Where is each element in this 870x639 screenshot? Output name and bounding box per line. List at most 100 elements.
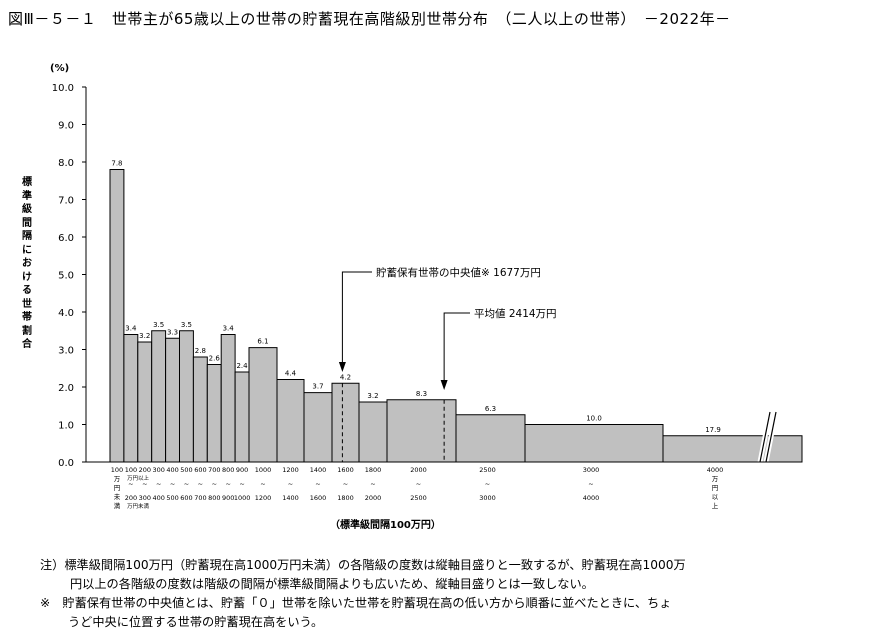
x-tick-bot-5: 600 bbox=[180, 494, 192, 502]
x-tick-top-5: 500 bbox=[180, 466, 192, 474]
x-tick-bot-17: 4000 bbox=[583, 494, 600, 502]
bar-0 bbox=[109, 169, 125, 463]
note-line-3: ※ 貯蓄保有世帯の中央値とは、貯蓄「０」世帯を除いた世帯を貯蓄現在高の低い方から… bbox=[40, 596, 672, 610]
x-tick-mid-11: ~ bbox=[288, 480, 293, 488]
y-tick-label-10: 10.0 bbox=[52, 83, 74, 94]
y-axis-unit: (%) bbox=[50, 63, 70, 74]
x-tick-char-0-1: 円 bbox=[114, 484, 121, 492]
x-tick-mid-14: ~ bbox=[370, 480, 375, 488]
chart-title: 図Ⅲ－５－１ 世帯主が65歳以上の世帯の貯蓄現在高階級別世帯分布 （二人以上の世… bbox=[8, 10, 731, 28]
bar-value-label-3: 3.5 bbox=[153, 321, 164, 329]
bar-10 bbox=[248, 347, 278, 463]
note-line-2: 円以上の各階級の度数は階級の間隔が標準級間隔よりも広いため、縦軸目盛りとは一致し… bbox=[70, 577, 594, 591]
bar-value-label-1: 3.4 bbox=[125, 325, 137, 333]
x-tick-bot-14: 2000 bbox=[365, 494, 382, 502]
y-axis-label: 標準級間隔における世帯割合 bbox=[22, 177, 32, 350]
y-tick-label-5: 5.0 bbox=[58, 271, 74, 282]
bar-16 bbox=[455, 414, 526, 463]
x-tick-top-7: 700 bbox=[208, 466, 220, 474]
y-tick-label-0: 0.0 bbox=[58, 458, 74, 469]
x-tick-mid-13: ~ bbox=[343, 480, 348, 488]
bar-13 bbox=[331, 382, 360, 463]
x-tick-top-0: 100 bbox=[111, 466, 123, 474]
bar-value-label-13: 4.2 bbox=[340, 373, 351, 381]
median-arrowhead bbox=[338, 362, 346, 372]
bar-5 bbox=[179, 330, 194, 463]
bar-value-label-11: 4.4 bbox=[285, 370, 297, 378]
x-tick-top-14: 1800 bbox=[365, 466, 382, 474]
x-tick-bot-12: 1600 bbox=[310, 494, 327, 502]
x-tick-mid-10: ~ bbox=[260, 480, 265, 488]
x-tick-top-11: 1200 bbox=[282, 466, 299, 474]
bar-value-label-9: 2.4 bbox=[236, 362, 248, 370]
axis-break-line-2 bbox=[765, 411, 777, 463]
x-tick-bot-10: 1200 bbox=[255, 494, 272, 502]
x-tick-top-4: 400 bbox=[166, 466, 178, 474]
x-tick-top-3: 300 bbox=[152, 466, 164, 474]
bar-value-label-5: 3.5 bbox=[181, 321, 192, 329]
median-arrow-line bbox=[341, 271, 372, 365]
bar-1 bbox=[123, 334, 139, 463]
bar-4 bbox=[165, 337, 181, 463]
x-tick-bot-16: 3000 bbox=[479, 494, 496, 502]
bar-18 bbox=[662, 435, 803, 463]
x-tick-top-1: 100 bbox=[125, 466, 137, 474]
bar-6 bbox=[192, 356, 208, 463]
bar-value-label-0: 7.8 bbox=[111, 160, 122, 168]
bar-value-label-15: 8.3 bbox=[416, 390, 427, 398]
mean-annotation-label: 平均値 2414万円 bbox=[474, 307, 557, 320]
x-tick-mid-9: ~ bbox=[239, 480, 244, 488]
x-tick-top-10: 1000 bbox=[255, 466, 272, 474]
bar-15 bbox=[386, 399, 457, 463]
x-tick-mid-6: ~ bbox=[198, 480, 203, 488]
y-tick-label-8: 8.0 bbox=[58, 158, 74, 169]
x-tick-bot-13: 1800 bbox=[337, 494, 354, 502]
x-tick-char-18-3: 上 bbox=[712, 501, 719, 510]
x-tick-bot-15: 2500 bbox=[410, 494, 427, 502]
bar-value-label-18: 17.9 bbox=[705, 426, 721, 434]
bar-14 bbox=[358, 401, 388, 463]
x-tick-bot-1: 200 bbox=[125, 494, 137, 502]
x-tick-mid-17: ~ bbox=[588, 480, 593, 488]
x-tick-char-0-0: 万 bbox=[114, 475, 121, 483]
bar-9 bbox=[234, 371, 250, 463]
x-tick-bot-4: 500 bbox=[166, 494, 178, 502]
mean-arrow-line bbox=[443, 312, 470, 384]
x-tick-top-16: 2500 bbox=[479, 466, 496, 474]
x-tick-char-0-2: 未 bbox=[114, 492, 121, 501]
x-tick-char-18-2: 以 bbox=[712, 493, 719, 501]
axis-break-line-1 bbox=[759, 411, 771, 463]
bar-value-label-12: 3.7 bbox=[312, 383, 323, 391]
x-tick-bot-9: 1000 bbox=[234, 494, 251, 502]
x-tick-bot-8: 900 bbox=[222, 494, 234, 502]
x-tick-mid-12: ~ bbox=[315, 480, 320, 488]
notes: 注）標準級間隔100万円（貯蓄現在高1000万円未満）の各階級の度数は縦軸目盛り… bbox=[40, 556, 686, 632]
y-tick-label-7: 7.0 bbox=[58, 196, 74, 207]
x-tick-top-17: 3000 bbox=[583, 466, 600, 474]
x-tick-bot-7: 800 bbox=[208, 494, 220, 502]
x-sublabel-below: 万円未満 bbox=[127, 502, 150, 510]
x-tick-top-13: 1600 bbox=[337, 466, 354, 474]
x-tick-mid-2: ~ bbox=[142, 480, 147, 488]
y-tick-label-3: 3.0 bbox=[58, 346, 74, 357]
x-axis-label: （標準級間隔100万円） bbox=[330, 520, 441, 531]
note-line-4: うど中央に位置する世帯の貯蓄現在高をいう。 bbox=[68, 615, 324, 629]
mean-arrowhead bbox=[440, 380, 448, 390]
bar-3 bbox=[151, 330, 167, 463]
x-tick-top-18: 4000 bbox=[707, 466, 724, 474]
x-tick-bot-11: 1400 bbox=[282, 494, 299, 502]
x-tick-char-18-0: 万 bbox=[712, 475, 719, 483]
x-tick-top-2: 200 bbox=[139, 466, 151, 474]
x-tick-mid-5: ~ bbox=[184, 480, 189, 488]
x-tick-bot-3: 400 bbox=[152, 494, 164, 502]
x-tick-top-12: 1400 bbox=[310, 466, 327, 474]
x-tick-mid-7: ~ bbox=[212, 480, 217, 488]
x-sublabel-above: 万円以上 bbox=[127, 474, 150, 482]
bar-7 bbox=[206, 364, 222, 463]
bar-value-label-16: 6.3 bbox=[485, 405, 496, 413]
bar-12 bbox=[303, 392, 333, 463]
x-tick-top-9: 900 bbox=[236, 466, 248, 474]
bar-17 bbox=[524, 424, 664, 463]
x-tick-top-6: 600 bbox=[194, 466, 206, 474]
